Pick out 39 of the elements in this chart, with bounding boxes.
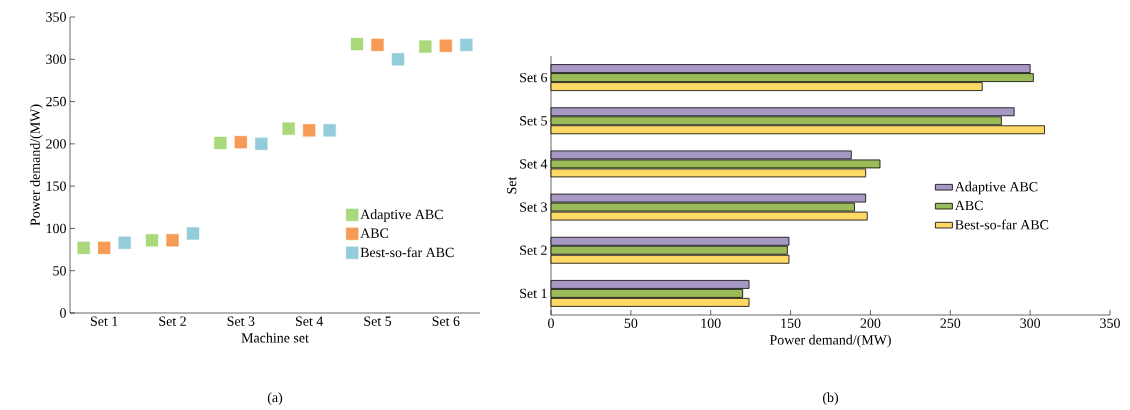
- x-tick-label: Set 1: [90, 316, 118, 326]
- y-tick-label: 350: [46, 12, 66, 22]
- y-tick-label: Set 6: [520, 72, 548, 83]
- x-tick-label: 150: [781, 318, 801, 328]
- y-tick-label: Set 2: [520, 245, 547, 255]
- x-tick-label: Set 5: [364, 316, 392, 326]
- legend-label: ABC: [954, 200, 983, 211]
- x-tick-label: Set 2: [159, 316, 186, 326]
- text: (b): [822, 392, 839, 405]
- y-tick-label: Set 1: [520, 288, 547, 299]
- x-tick-label: 350: [1100, 318, 1120, 328]
- y-tick-label: Set 3: [520, 202, 547, 212]
- x-axis-title: Power demand/(MW): [769, 334, 891, 348]
- y-tick-label: 300: [46, 54, 66, 64]
- y-tick-label: 0: [60, 308, 66, 318]
- y-tick-label: 200: [46, 139, 66, 149]
- y-tick-label: 50: [53, 266, 66, 276]
- legend-label: Best-so-far ABC: [360, 247, 454, 258]
- y-axis-title: Set: [506, 176, 517, 194]
- legend-label: ABC: [360, 228, 389, 238]
- legend-label: Adaptive ABC: [360, 209, 443, 222]
- y-tick-label: Set 5: [520, 116, 547, 126]
- x-axis-title: Machine set: [241, 332, 309, 343]
- y-axis-title: Power demand/(MW): [30, 104, 43, 226]
- x-tick-label: Set 4: [295, 316, 324, 326]
- x-tick-label: 300: [1020, 318, 1041, 328]
- y-tick-label: 100: [46, 223, 66, 234]
- x-tick-label: 100: [701, 318, 721, 328]
- y-tick-label: 150: [46, 181, 66, 191]
- x-tick-label: 250: [940, 318, 961, 328]
- x-tick-label: 200: [860, 318, 881, 328]
- legend-label: Adaptive ABC: [954, 181, 1038, 195]
- x-tick-label: 50: [624, 318, 638, 328]
- y-tick-label: Set 4: [520, 159, 548, 169]
- y-tick-label: 250: [46, 96, 66, 107]
- text: (a): [267, 392, 283, 405]
- x-tick-label: Set 6: [432, 316, 460, 326]
- legend-label: Best-so-far ABC: [955, 219, 1049, 230]
- x-tick-label: Set 3: [227, 316, 255, 326]
